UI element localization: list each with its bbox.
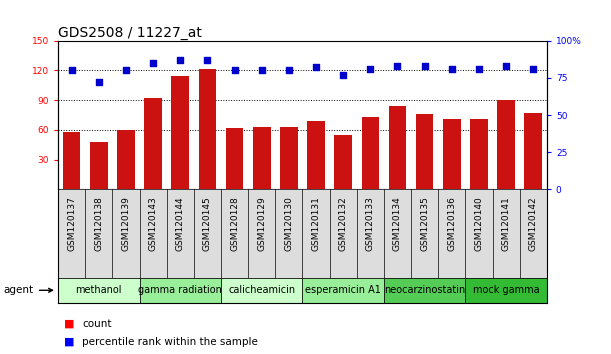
Bar [225,128,243,189]
Point [365,66,375,72]
Text: GSM120143: GSM120143 [148,196,158,251]
Bar [362,117,379,189]
Bar [58,278,139,303]
Text: methanol: methanol [76,285,122,295]
Bar [389,106,406,189]
Bar [172,76,189,189]
Text: mock gamma: mock gamma [473,285,540,295]
Text: GSM120142: GSM120142 [529,196,538,251]
Text: GSM120145: GSM120145 [203,196,212,251]
Point [501,63,511,69]
Bar [139,278,221,303]
Point [311,65,321,70]
Text: GSM120139: GSM120139 [122,196,130,251]
Point [474,66,484,72]
Text: GSM120141: GSM120141 [502,196,511,251]
Bar [470,119,488,189]
Bar [90,142,108,189]
Point [94,80,104,85]
Text: ■: ■ [64,337,75,347]
Text: GSM120132: GSM120132 [338,196,348,251]
Bar [497,100,515,189]
Bar [221,278,302,303]
Bar [334,135,352,189]
Text: GSM120138: GSM120138 [94,196,103,251]
Text: esperamicin A1: esperamicin A1 [306,285,381,295]
Bar [384,278,466,303]
Bar [302,278,384,303]
Bar [199,69,216,189]
Text: GSM120137: GSM120137 [67,196,76,251]
Text: GSM120128: GSM120128 [230,196,239,251]
Point [393,63,403,69]
Text: GSM120129: GSM120129 [257,196,266,251]
Text: agent: agent [3,285,33,295]
Text: ■: ■ [64,319,75,329]
Text: GSM120133: GSM120133 [366,196,375,251]
Point [121,68,131,73]
Point [257,68,266,73]
Text: GSM120135: GSM120135 [420,196,429,251]
Point [230,68,240,73]
Bar [144,98,162,189]
Bar [416,114,433,189]
Point [67,68,76,73]
Text: GSM120134: GSM120134 [393,196,402,251]
Text: GSM120130: GSM120130 [284,196,293,251]
Text: calicheamicin: calicheamicin [228,285,295,295]
Bar [253,127,271,189]
Point [284,68,294,73]
Text: GSM120136: GSM120136 [447,196,456,251]
Point [338,72,348,78]
Text: GDS2508 / 11227_at: GDS2508 / 11227_at [58,26,202,40]
Bar [307,121,325,189]
Text: neocarzinostatin: neocarzinostatin [384,285,465,295]
Text: GSM120140: GSM120140 [475,196,483,251]
Text: percentile rank within the sample: percentile rank within the sample [82,337,258,347]
Point [175,57,185,63]
Text: GSM120131: GSM120131 [312,196,321,251]
Point [420,63,430,69]
Point [529,66,538,72]
Text: GSM120144: GSM120144 [176,196,185,251]
Point [202,57,212,63]
Text: count: count [82,319,112,329]
Text: gamma radiation: gamma radiation [138,285,222,295]
Bar [443,119,461,189]
Bar [280,127,298,189]
Bar [466,278,547,303]
Bar [524,113,542,189]
Bar [63,132,81,189]
Point [447,66,456,72]
Bar [117,130,135,189]
Point [148,60,158,66]
